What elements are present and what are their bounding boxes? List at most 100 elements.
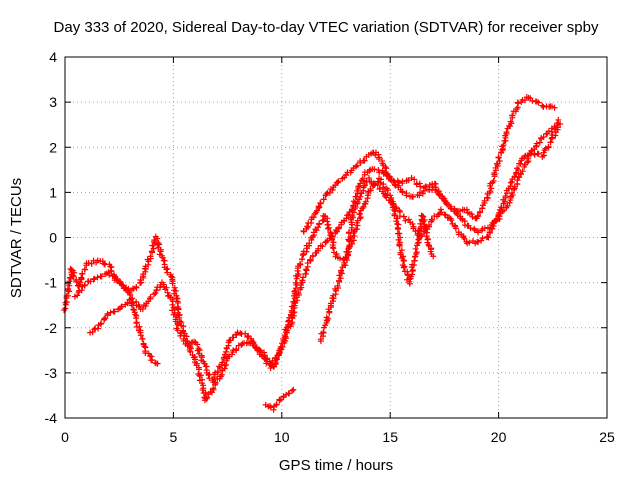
data-point: [475, 212, 482, 219]
data-point: [551, 104, 558, 111]
data-point: [481, 225, 488, 232]
data-point: [129, 295, 136, 302]
data-point: [414, 240, 421, 247]
data-point: [169, 301, 176, 308]
y-tick-label: 2: [49, 139, 57, 155]
data-point: [310, 214, 317, 221]
data-point: [452, 225, 459, 232]
x-tick-label: 0: [61, 429, 69, 445]
data-point: [413, 181, 420, 188]
data-point: [206, 375, 213, 382]
data-point: [221, 354, 228, 361]
data-point: [438, 209, 445, 216]
data-point: [74, 292, 81, 299]
y-tick-label: -1: [45, 275, 58, 291]
data-point: [329, 233, 336, 240]
data-point: [87, 278, 94, 285]
data-point: [409, 220, 416, 227]
data-point: [295, 290, 302, 297]
data-point: [323, 314, 330, 321]
data-point: [514, 165, 521, 172]
data-point: [504, 202, 511, 209]
data-point: [298, 256, 305, 263]
chart-title: Day 333 of 2020, Sidereal Day-to-day VTE…: [54, 19, 599, 36]
data-point: [403, 192, 410, 199]
data-point: [374, 182, 381, 189]
data-point: [81, 282, 88, 289]
data-point: [493, 217, 500, 224]
data-point: [101, 315, 108, 322]
data-point: [533, 140, 540, 147]
data-point: [250, 342, 257, 349]
data-point: [419, 231, 426, 238]
x-axis-label: GPS time / hours: [279, 457, 393, 474]
data-point: [554, 124, 561, 131]
data-point: [357, 210, 364, 217]
data-point: [362, 198, 369, 205]
data-point: [337, 275, 344, 282]
y-tick-label: -2: [45, 320, 58, 336]
data-point: [423, 233, 430, 240]
data-point: [468, 211, 475, 218]
data-point: [500, 142, 507, 149]
data-point: [323, 190, 330, 197]
data-point: [501, 138, 508, 145]
data-point: [169, 280, 176, 287]
data-point: [371, 166, 378, 173]
data-point: [245, 332, 252, 339]
data-point: [202, 389, 209, 396]
data-point: [490, 177, 497, 184]
data-point: [425, 222, 432, 229]
data-point: [361, 157, 368, 164]
data-point: [352, 204, 359, 211]
data-point: [435, 191, 442, 198]
data-point: [133, 283, 140, 290]
data-point: [330, 239, 337, 246]
data-point: [510, 186, 517, 193]
data-point: [441, 211, 448, 218]
data-point: [357, 180, 364, 187]
data-point: [104, 310, 111, 317]
data-point: [325, 224, 332, 231]
data-point: [205, 371, 212, 378]
data-point: [349, 213, 356, 220]
data-point: [330, 245, 337, 252]
data-point: [266, 360, 273, 367]
data-point: [132, 311, 139, 318]
data-point: [375, 156, 382, 163]
data-point: [356, 183, 363, 190]
data-point: [379, 167, 386, 174]
data-point: [545, 128, 552, 135]
data-point: [319, 217, 326, 224]
data-point: [477, 208, 484, 215]
data-point: [309, 252, 316, 259]
data-point: [360, 203, 367, 210]
gridlines: [65, 57, 607, 418]
data-point: [198, 354, 205, 361]
data-point: [400, 213, 407, 220]
data-point: [295, 271, 302, 278]
data-point: [399, 178, 406, 185]
data-point: [316, 220, 323, 227]
data-point: [298, 280, 305, 287]
y-tick-label: -3: [45, 365, 58, 381]
data-point: [365, 174, 372, 181]
data-point: [204, 394, 211, 401]
data-point: [425, 241, 432, 248]
data-point: [234, 329, 241, 336]
data-point: [409, 267, 416, 274]
data-point: [173, 295, 180, 302]
data-point: [78, 287, 85, 294]
y-axis-label: SDTVAR / TECUs: [8, 178, 25, 298]
data-point: [196, 347, 203, 354]
data-point: [343, 215, 350, 222]
data-point: [420, 218, 427, 225]
data-point: [149, 356, 156, 363]
data-point: [331, 285, 338, 292]
data-point: [338, 267, 345, 274]
data-point: [412, 245, 419, 252]
data-point: [430, 253, 437, 260]
data-point: [315, 224, 322, 231]
